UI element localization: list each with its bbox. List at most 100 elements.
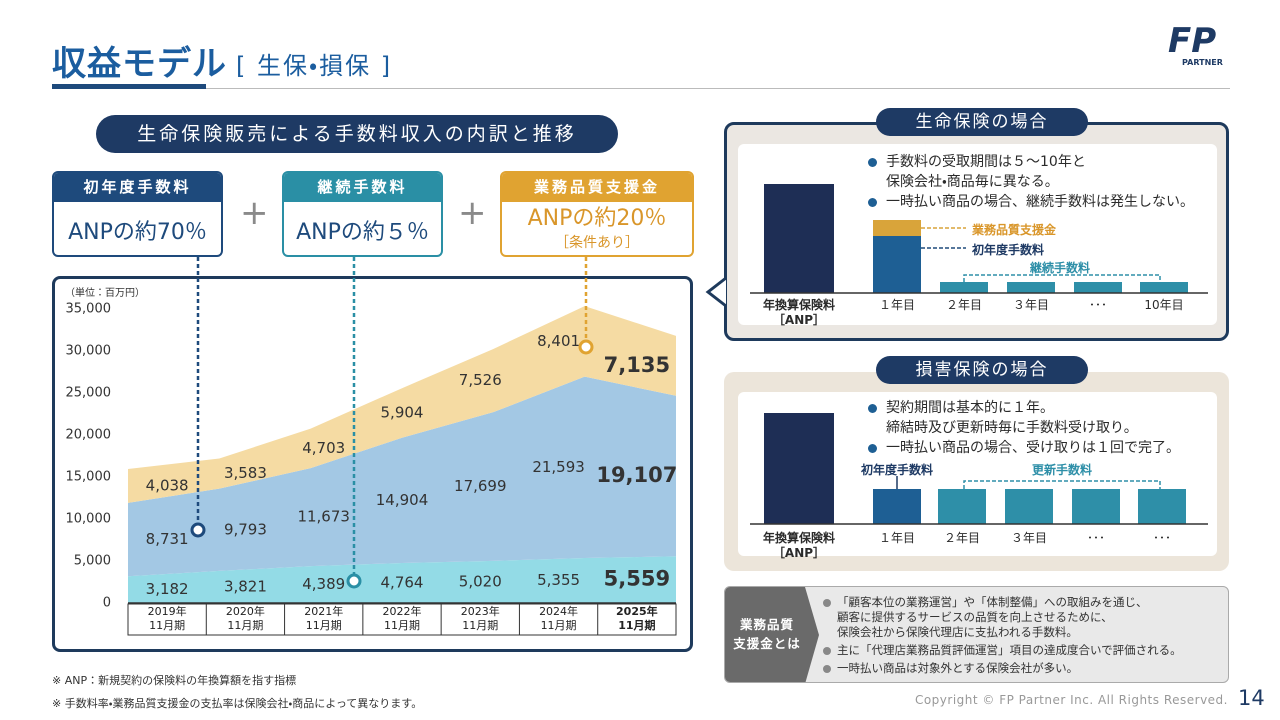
value-label: 5,559 (604, 567, 670, 591)
quality-bar (873, 220, 921, 236)
value-label: 5,020 (459, 572, 502, 590)
x-tick-label: 2024年 11月期 (539, 605, 579, 632)
value-label: 7,526 (459, 371, 502, 389)
x-label: ２年目 (943, 531, 980, 545)
fee-box-label: 業務品質支援金 (502, 173, 692, 202)
title-underline (52, 84, 206, 89)
quality-bullets: 「顧客本位の業務運営」や「体制整備」への取組みを通じ、 顧客に提供するサービスの… (821, 595, 1226, 676)
value-label: 17,699 (454, 477, 507, 495)
x-tick-label: 2021年 11月期 (304, 605, 344, 632)
callout-arrow (705, 276, 727, 308)
x-tick-label: 2020年 11月期 (225, 605, 265, 632)
bullet: 手数料の受取期間は５～10年と 保険会社・商品毎に異なる。 (868, 152, 1218, 192)
value-label: 3,583 (224, 464, 267, 482)
value-label: 5,904 (381, 403, 424, 421)
renewal-bar (1138, 489, 1186, 524)
legend-label: 初年度手数料 (972, 243, 1045, 257)
fee-box-rate: ANPの約70％ (68, 220, 207, 245)
x-label: ２年目 (945, 298, 982, 312)
section-title: 生命保険販売による手数料収入の内訳と推移 (96, 115, 618, 153)
value-label: 8,401 (537, 332, 580, 350)
fee-box-rate: ANPの約５％ (296, 220, 429, 245)
renewal-bar (1074, 282, 1122, 293)
x-tick-label: 2019年 11月期 (147, 605, 187, 632)
renewal-bar (1005, 489, 1053, 524)
legend-label: 継続手数料 (1030, 261, 1091, 275)
y-tick-label: 35,000 (66, 302, 112, 317)
nonlife-title: 損害保険の場合 (876, 356, 1088, 384)
x-label: ･･･ (1088, 298, 1107, 312)
title-rule (206, 88, 1230, 89)
x-label: ３年目 (1012, 298, 1049, 312)
value-label: 3,821 (224, 577, 267, 595)
renewal-bar (940, 282, 988, 293)
logo-mark: FP (1168, 21, 1217, 61)
area (128, 376, 676, 577)
fee-box: 業務品質支援金 ANPの約20％ ［条件あり］ (500, 171, 694, 257)
y-tick-label: 30,000 (66, 344, 112, 359)
bullet: 「顧客本位の業務運営」や「体制整備」への取組みを通じ、 顧客に提供するサービスの… (821, 595, 1226, 640)
life-diagram (750, 184, 1208, 294)
life-title: 生命保険の場合 (876, 108, 1088, 136)
fee-box-label: 初年度手数料 (54, 173, 221, 202)
renewal-bar (1072, 489, 1120, 524)
x-label-table (127, 603, 677, 636)
nonlife-diagram (750, 413, 1208, 525)
bullet: 一時払い商品の場合、受け取りは１回で完了。 (868, 438, 1218, 458)
footnote: ※ 手数料率・業務品質支援金の支払率は保険会社・商品によって異なります。 (52, 697, 423, 710)
y-tick-label: 25,000 (66, 386, 112, 401)
value-label: 11,673 (297, 508, 350, 526)
value-label: 5,355 (537, 571, 580, 589)
x-label: 10年目 (1144, 298, 1184, 312)
value-label: 8,731 (146, 530, 189, 548)
y-tick-label: 15,000 (66, 470, 112, 485)
plus-sign: + (458, 193, 487, 233)
y-unit-label: （単位：百万円） (65, 286, 145, 299)
slide-subtitle: [ 生保・損保 ] (236, 52, 393, 80)
x-label: 年換算保険料 ［ANP］ (762, 531, 835, 560)
x-label: ･･･ (1086, 531, 1105, 545)
renewal-bar (1007, 282, 1055, 293)
area (128, 556, 676, 603)
quality-box-tab (725, 587, 819, 682)
life-bullets: 手数料の受取期間は５～10年と 保険会社・商品毎に異なる。 一時払い商品の場合、… (868, 152, 1218, 212)
value-label: 19,107 (596, 463, 677, 487)
x-label: ３年目 (1010, 531, 1047, 545)
fee-box: 継続手数料 ANPの約５％ (282, 171, 443, 257)
copyright: Copyright © FP Partner Inc. All Rights R… (914, 693, 1228, 707)
fee-box-note: ［条件あり］ (555, 235, 639, 251)
nonlife-bullets: 契約期間は基本的に１年。 締結時及び更新時毎に手数料受け取り。 一時払い商品の場… (868, 398, 1218, 458)
value-label: 14,904 (376, 491, 429, 509)
bullet: 主に「代理店業務品質評価運営」項目の達成度合いで評価される。 (821, 643, 1226, 658)
anp-bar (764, 413, 834, 524)
x-tick-label: 2023年 11月期 (460, 605, 500, 632)
page-number: 14 (1238, 686, 1265, 710)
x-label: １年目 (878, 531, 915, 545)
value-label: 3,182 (146, 580, 189, 598)
slide-title: 収益モデル (52, 44, 227, 84)
anp-bar (764, 184, 834, 293)
legend-label: 更新手数料 (1032, 463, 1093, 477)
quality-box-title: 業務品質 支援金とは (733, 617, 801, 651)
fee-box-label: 継続手数料 (284, 173, 441, 202)
bracket (963, 274, 1161, 282)
value-label: 4,038 (146, 476, 189, 494)
legend-label: 初年度手数料 (860, 463, 933, 477)
value-label: 4,389 (302, 575, 345, 593)
value-label: 7,135 (604, 353, 670, 377)
x-label: 年換算保険料 ［ANP］ (762, 298, 835, 327)
bullet: 契約期間は基本的に１年。 締結時及び更新時毎に手数料受け取り。 (868, 398, 1218, 438)
value-label: 21,593 (532, 458, 585, 476)
value-label: 4,764 (381, 573, 424, 591)
y-tick-label: 10,000 (66, 512, 112, 527)
chart: （単位：百万円） 0 5,000 10,000 15,000 20,000 25,000 30… (65, 286, 677, 636)
value-label: 9,793 (224, 520, 267, 538)
y-tick-label: 20,000 (66, 428, 112, 443)
bullet: 一時払い商品は対象外とする保険会社が多い。 (821, 661, 1226, 676)
x-label: １年目 (878, 298, 915, 312)
x-tick-label: 2022年 11月期 (382, 605, 422, 632)
value-label: 4,703 (302, 439, 345, 457)
renewal-bar (938, 489, 986, 524)
fee-box-rate: ANPの約20％ (527, 206, 667, 231)
